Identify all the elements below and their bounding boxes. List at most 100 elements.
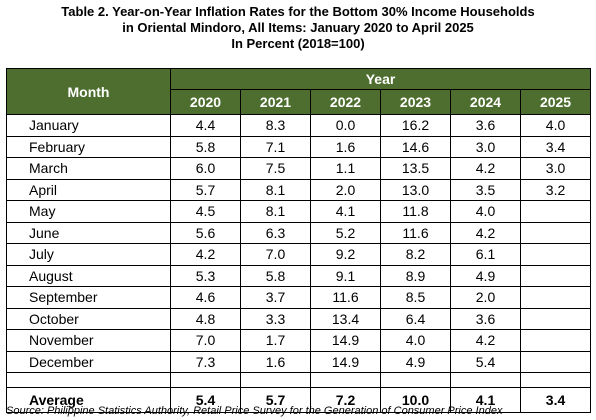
spacer-cell <box>170 372 241 388</box>
table-row: September 4.6 3.7 11.6 8.5 2.0 <box>6 286 592 309</box>
value-cell-2024: 3.6 <box>450 114 521 137</box>
value-cell-2021: 6.3 <box>240 221 311 244</box>
spacer-cell <box>450 372 521 388</box>
value-cell-2022: 14.9 <box>310 350 381 373</box>
average-value-2022: 7.2 <box>310 387 381 413</box>
table-row: May 4.5 8.1 4.1 11.8 4.0 <box>6 200 592 223</box>
value-cell-2021: 8.1 <box>240 200 311 223</box>
table-row: December 7.3 1.6 14.9 4.9 5.4 <box>6 350 592 373</box>
value-cell-2020: 4.8 <box>170 307 241 330</box>
year-header-2023: 2023 <box>380 89 451 115</box>
value-cell-2025 <box>519 264 592 287</box>
value-cell-2022: 1.1 <box>310 157 381 180</box>
value-cell-2020: 7.0 <box>170 329 241 352</box>
value-cell-2025: 3.4 <box>519 135 592 158</box>
table-row: June 5.6 6.3 5.2 11.6 4.2 <box>6 221 592 244</box>
month-cell: June <box>6 221 171 244</box>
value-cell-2024: 5.4 <box>450 350 521 373</box>
value-cell-2024: 4.2 <box>450 221 521 244</box>
value-cell-2024: 3.5 <box>450 178 521 201</box>
value-cell-2024: 4.0 <box>450 200 521 223</box>
value-cell-2023: 4.9 <box>380 350 451 373</box>
value-cell-2021: 3.7 <box>240 286 311 309</box>
value-cell-2020: 4.6 <box>170 286 241 309</box>
value-cell-2020: 5.6 <box>170 221 241 244</box>
table-row: July 4.2 7.0 9.2 8.2 6.1 <box>6 243 592 266</box>
month-cell: November <box>6 329 171 352</box>
title-line-3: In Percent (2018=100) <box>231 36 365 51</box>
value-cell-2023: 4.0 <box>380 329 451 352</box>
month-cell: April <box>6 178 171 201</box>
value-cell-2021: 7.1 <box>240 135 311 158</box>
table-row: March 6.0 7.5 1.1 13.5 4.2 3.0 <box>6 157 592 180</box>
year-header-2021: 2021 <box>240 89 311 115</box>
average-row: Average 5.4 5.7 7.2 10.0 4.1 3.4 <box>6 387 592 413</box>
value-cell-2020: 4.2 <box>170 243 241 266</box>
average-value-2020: 5.4 <box>170 387 241 413</box>
value-cell-2021: 8.1 <box>240 178 311 201</box>
year-header-2022: 2022 <box>310 89 381 115</box>
value-cell-2025: 3.0 <box>519 157 592 180</box>
spacer-cell <box>310 372 381 388</box>
value-cell-2021: 5.8 <box>240 264 311 287</box>
month-cell: July <box>6 243 171 266</box>
spacer-cell <box>240 372 311 388</box>
value-cell-2022: 9.2 <box>310 243 381 266</box>
value-cell-2024: 4.9 <box>450 264 521 287</box>
value-cell-2022: 1.6 <box>310 135 381 158</box>
value-cell-2023: 16.2 <box>380 114 451 137</box>
month-cell: December <box>6 350 171 373</box>
year-group-header: Year <box>169 68 592 90</box>
month-column-header: Month <box>6 68 171 115</box>
table-body: January 4.4 8.3 0.0 16.2 3.6 4.0 February 5.8 7.1… <box>6 114 592 413</box>
value-cell-2023: 14.6 <box>380 135 451 158</box>
value-cell-2024: 3.6 <box>450 307 521 330</box>
value-cell-2025 <box>519 350 592 373</box>
value-cell-2020: 5.8 <box>170 135 241 158</box>
value-cell-2025 <box>519 329 592 352</box>
value-cell-2023: 8.9 <box>380 264 451 287</box>
value-cell-2022: 9.1 <box>310 264 381 287</box>
year-header-2024: 2024 <box>450 89 521 115</box>
value-cell-2020: 4.5 <box>170 200 241 223</box>
table-row: October 4.8 3.3 13.4 6.4 3.6 <box>6 307 592 330</box>
value-cell-2025 <box>519 307 592 330</box>
value-cell-2021: 7.5 <box>240 157 311 180</box>
value-cell-2023: 13.0 <box>380 178 451 201</box>
value-cell-2021: 7.0 <box>240 243 311 266</box>
value-cell-2022: 13.4 <box>310 307 381 330</box>
value-cell-2021: 3.3 <box>240 307 311 330</box>
month-cell: October <box>6 307 171 330</box>
table-row: November 7.0 1.7 14.9 4.0 4.2 <box>6 329 592 352</box>
spacer-cell <box>6 372 171 388</box>
average-value-2025: 3.4 <box>519 387 592 413</box>
value-cell-2024: 4.2 <box>450 157 521 180</box>
table-row: January 4.4 8.3 0.0 16.2 3.6 4.0 <box>6 114 592 137</box>
value-cell-2025 <box>519 243 592 266</box>
month-cell: March <box>6 157 171 180</box>
table-row: August 5.3 5.8 9.1 8.9 4.9 <box>6 264 592 287</box>
month-cell: September <box>6 286 171 309</box>
value-cell-2021: 8.3 <box>240 114 311 137</box>
title-line-2: in Oriental Mindoro, All Items: January … <box>122 20 474 35</box>
source-note: Source: Philippine Statistics Authority,… <box>6 405 503 417</box>
inflation-table: Month Year 2020 2021 2022 2023 2024 2025… <box>6 68 592 413</box>
value-cell-2023: 8.2 <box>380 243 451 266</box>
value-cell-2023: 11.6 <box>380 221 451 244</box>
value-cell-2023: 6.4 <box>380 307 451 330</box>
value-cell-2023: 8.5 <box>380 286 451 309</box>
average-label: Average <box>6 387 171 413</box>
year-header-2020: 2020 <box>170 89 241 115</box>
value-cell-2025 <box>519 221 592 244</box>
value-cell-2022: 5.2 <box>310 221 381 244</box>
value-cell-2023: 13.5 <box>380 157 451 180</box>
value-cell-2024: 6.1 <box>450 243 521 266</box>
spacer-cell <box>380 372 451 388</box>
month-cell: August <box>6 264 171 287</box>
value-cell-2024: 2.0 <box>450 286 521 309</box>
value-cell-2021: 1.7 <box>240 329 311 352</box>
spacer-cell <box>519 372 592 388</box>
table-title: Table 2. Year-on-Year Inflation Rates fo… <box>0 0 596 56</box>
table-spacer-row <box>6 372 592 388</box>
year-header-2025: 2025 <box>519 89 592 115</box>
